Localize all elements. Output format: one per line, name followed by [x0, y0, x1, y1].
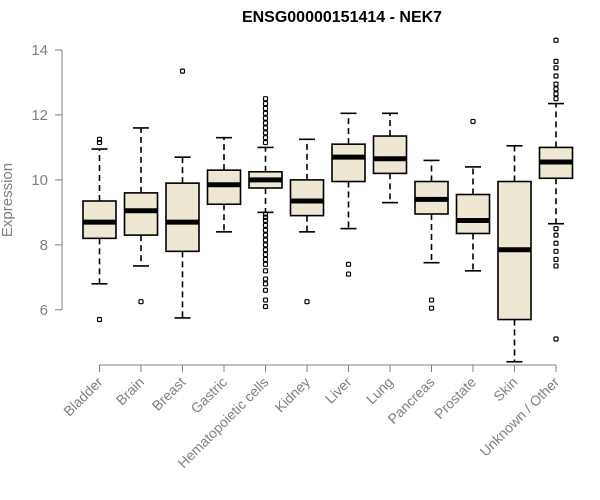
outlier-point [262, 105, 269, 112]
outlier-point [262, 297, 269, 303]
outlier-point [553, 240, 559, 246]
outlier-point [262, 211, 269, 217]
y-tick-label: 14 [31, 42, 48, 59]
outlier-point [138, 299, 144, 305]
outlier-point [262, 96, 269, 102]
box-series [82, 37, 574, 363]
outlier-point [262, 261, 269, 267]
outlier-point [262, 135, 269, 141]
outlier-point [262, 256, 269, 263]
outlier-point [262, 125, 269, 131]
outlier-point [262, 139, 269, 146]
outlier-point [470, 118, 476, 125]
box-group [206, 136, 242, 233]
outlier-point [262, 303, 269, 310]
outlier-point [553, 73, 559, 79]
outlier-point [553, 37, 559, 43]
y-tick-label: 12 [31, 107, 48, 124]
box-group [165, 68, 200, 319]
outlier-point [553, 65, 559, 71]
box-group [331, 112, 366, 277]
outlier-point [179, 68, 186, 74]
box-group [414, 159, 449, 311]
outlier-point [96, 136, 103, 142]
outlier-point [553, 58, 559, 64]
x-tick-label: Brain [113, 374, 147, 408]
box-group [248, 96, 283, 310]
outlier-point [553, 336, 559, 342]
outlier-point [553, 256, 559, 263]
outlier-point [262, 247, 269, 253]
outlier-point [262, 242, 269, 248]
x-tick-label: Prostate [431, 374, 479, 422]
outlier-point [553, 226, 559, 232]
y-axis-label: Expression [0, 163, 16, 237]
outlier-point [553, 86, 559, 92]
box-iqr [372, 135, 408, 175]
outlier-point [262, 237, 269, 243]
outlier-point [553, 263, 559, 269]
x-tick-label: Skin [490, 374, 521, 405]
box-group [497, 144, 532, 363]
outlier-point [262, 100, 269, 107]
x-tick-label: Kidney [272, 374, 314, 416]
box-group [289, 138, 325, 305]
outlier-point [553, 248, 559, 254]
box-group [372, 112, 408, 204]
outlier-point [262, 115, 269, 121]
outlier-point [96, 316, 103, 323]
outlier-point [96, 139, 103, 146]
outlier-point [262, 276, 269, 282]
box-iqr [331, 143, 366, 183]
x-tick-label: Bladder [60, 374, 106, 420]
outlier-point [262, 251, 269, 258]
outlier-point [262, 217, 269, 224]
box-iqr [165, 182, 200, 253]
outlier-point [262, 232, 269, 238]
outlier-point [262, 281, 269, 287]
outlier-point [553, 81, 559, 87]
y-axis: 6 8 10 12 14 [31, 42, 63, 319]
outlier-point [553, 232, 559, 238]
outlier-point [553, 96, 559, 102]
outlier-point [345, 261, 352, 267]
outlier-point [262, 227, 269, 233]
x-tick-label: Lung [363, 374, 396, 407]
y-tick-label: 6 [40, 302, 48, 319]
y-tick-label: 8 [40, 237, 48, 254]
outlier-point [553, 91, 559, 97]
x-tick-label: Breast [149, 374, 189, 414]
box-iqr [123, 192, 159, 236]
outlier-point [262, 120, 269, 126]
outlier-point [262, 222, 269, 228]
box-group [82, 136, 117, 323]
outlier-point [304, 299, 310, 305]
outlier-point [262, 268, 269, 274]
outlier-point [262, 130, 269, 136]
y-tick-label: 10 [31, 172, 48, 189]
x-tick-label: Unknown / Other [477, 374, 563, 460]
box-group [538, 37, 574, 342]
x-tick-label: Liver [322, 374, 355, 407]
outlier-point [428, 305, 435, 311]
outlier-point [345, 271, 352, 277]
box-group [455, 118, 491, 272]
chart-title: ENSG00000151414 - NEK7 [242, 9, 442, 26]
box-iqr [455, 193, 491, 235]
outlier-point [262, 110, 269, 116]
outlier-point [262, 287, 269, 293]
outlier-point [428, 297, 435, 303]
box-group [123, 127, 159, 305]
box-iqr [289, 179, 325, 217]
outlier-point [262, 214, 269, 220]
